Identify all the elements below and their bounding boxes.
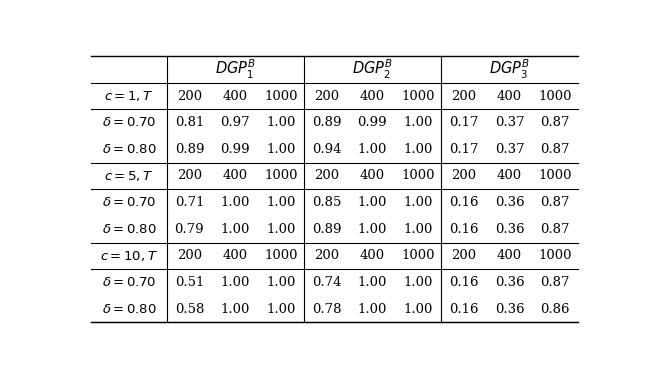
Text: 1.00: 1.00 (358, 276, 387, 289)
Text: 0.16: 0.16 (449, 196, 479, 209)
Text: 0.89: 0.89 (175, 143, 204, 156)
Text: 1.00: 1.00 (358, 196, 387, 209)
Text: 0.58: 0.58 (175, 303, 204, 316)
Text: 0.87: 0.87 (540, 276, 570, 289)
Text: 200: 200 (314, 249, 339, 262)
Text: 1.00: 1.00 (358, 143, 387, 156)
Text: 1.00: 1.00 (358, 223, 387, 236)
Text: 1.00: 1.00 (266, 196, 295, 209)
Text: 1000: 1000 (538, 90, 572, 103)
Text: 1.00: 1.00 (220, 196, 250, 209)
Text: 1.00: 1.00 (266, 223, 295, 236)
Text: 1000: 1000 (401, 90, 435, 103)
Text: 1.00: 1.00 (404, 116, 433, 129)
Text: 0.36: 0.36 (495, 196, 524, 209)
Text: 200: 200 (451, 249, 476, 262)
Text: 0.99: 0.99 (220, 143, 250, 156)
Text: 0.89: 0.89 (312, 223, 341, 236)
Text: $\delta=0.80$: $\delta=0.80$ (102, 303, 156, 316)
Text: 0.78: 0.78 (312, 303, 341, 316)
Text: $DGP_2^B$: $DGP_2^B$ (352, 58, 393, 81)
Text: 400: 400 (497, 249, 522, 262)
Text: 1.00: 1.00 (266, 303, 295, 316)
Text: 400: 400 (497, 170, 522, 183)
Text: 0.87: 0.87 (540, 143, 570, 156)
Text: $c=5, T$: $c=5, T$ (104, 169, 154, 183)
Text: 1000: 1000 (264, 249, 297, 262)
Text: 0.17: 0.17 (449, 143, 479, 156)
Text: 1.00: 1.00 (220, 223, 250, 236)
Text: $c=10, T$: $c=10, T$ (100, 249, 158, 263)
Text: 200: 200 (314, 90, 339, 103)
Text: 0.87: 0.87 (540, 196, 570, 209)
Text: 0.99: 0.99 (358, 116, 387, 129)
Text: 400: 400 (360, 170, 385, 183)
Text: 400: 400 (223, 249, 248, 262)
Text: 400: 400 (360, 249, 385, 262)
Text: 1000: 1000 (264, 170, 297, 183)
Text: 1000: 1000 (401, 249, 435, 262)
Text: 200: 200 (177, 249, 202, 262)
Text: 0.97: 0.97 (220, 116, 250, 129)
Text: 200: 200 (177, 170, 202, 183)
Text: 400: 400 (223, 170, 248, 183)
Text: 200: 200 (451, 170, 476, 183)
Text: 200: 200 (451, 90, 476, 103)
Text: 1000: 1000 (264, 90, 297, 103)
Text: $\delta=0.70$: $\delta=0.70$ (102, 276, 156, 289)
Text: 1.00: 1.00 (404, 143, 433, 156)
Text: 1.00: 1.00 (220, 276, 250, 289)
Text: 0.16: 0.16 (449, 223, 479, 236)
Text: 0.89: 0.89 (312, 116, 341, 129)
Text: 1.00: 1.00 (266, 116, 295, 129)
Text: 200: 200 (177, 90, 202, 103)
Text: 0.36: 0.36 (495, 223, 524, 236)
Text: 1000: 1000 (538, 249, 572, 262)
Text: 1.00: 1.00 (404, 303, 433, 316)
Text: 1.00: 1.00 (404, 276, 433, 289)
Text: 0.36: 0.36 (495, 303, 524, 316)
Text: 1.00: 1.00 (266, 276, 295, 289)
Text: 0.37: 0.37 (495, 143, 524, 156)
Text: 1.00: 1.00 (266, 143, 295, 156)
Text: 0.17: 0.17 (449, 116, 479, 129)
Text: 0.16: 0.16 (449, 303, 479, 316)
Text: 400: 400 (223, 90, 248, 103)
Text: 1000: 1000 (401, 170, 435, 183)
Text: 0.81: 0.81 (175, 116, 204, 129)
Text: 0.79: 0.79 (174, 223, 204, 236)
Text: 200: 200 (314, 170, 339, 183)
Text: 0.37: 0.37 (495, 116, 524, 129)
Text: 0.51: 0.51 (175, 276, 204, 289)
Text: 0.94: 0.94 (312, 143, 341, 156)
Text: 1.00: 1.00 (404, 223, 433, 236)
Text: 0.86: 0.86 (540, 303, 570, 316)
Text: 400: 400 (497, 90, 522, 103)
Text: 0.16: 0.16 (449, 276, 479, 289)
Text: 0.87: 0.87 (540, 116, 570, 129)
Text: $\delta=0.80$: $\delta=0.80$ (102, 223, 156, 236)
Text: 0.71: 0.71 (175, 196, 204, 209)
Text: $DGP_3^B$: $DGP_3^B$ (489, 58, 530, 81)
Text: 1.00: 1.00 (220, 303, 250, 316)
Text: $DGP_1^B$: $DGP_1^B$ (214, 58, 256, 81)
Text: $\delta=0.70$: $\delta=0.70$ (102, 116, 156, 129)
Text: 1.00: 1.00 (358, 303, 387, 316)
Text: 1.00: 1.00 (404, 196, 433, 209)
Text: $c=1, T$: $c=1, T$ (104, 89, 154, 103)
Text: $\delta=0.70$: $\delta=0.70$ (102, 196, 156, 209)
Text: 0.87: 0.87 (540, 223, 570, 236)
Text: 400: 400 (360, 90, 385, 103)
Text: $\delta=0.80$: $\delta=0.80$ (102, 143, 156, 156)
Text: 0.85: 0.85 (312, 196, 341, 209)
Text: 0.36: 0.36 (495, 276, 524, 289)
Text: 1000: 1000 (538, 170, 572, 183)
Text: 0.74: 0.74 (312, 276, 341, 289)
